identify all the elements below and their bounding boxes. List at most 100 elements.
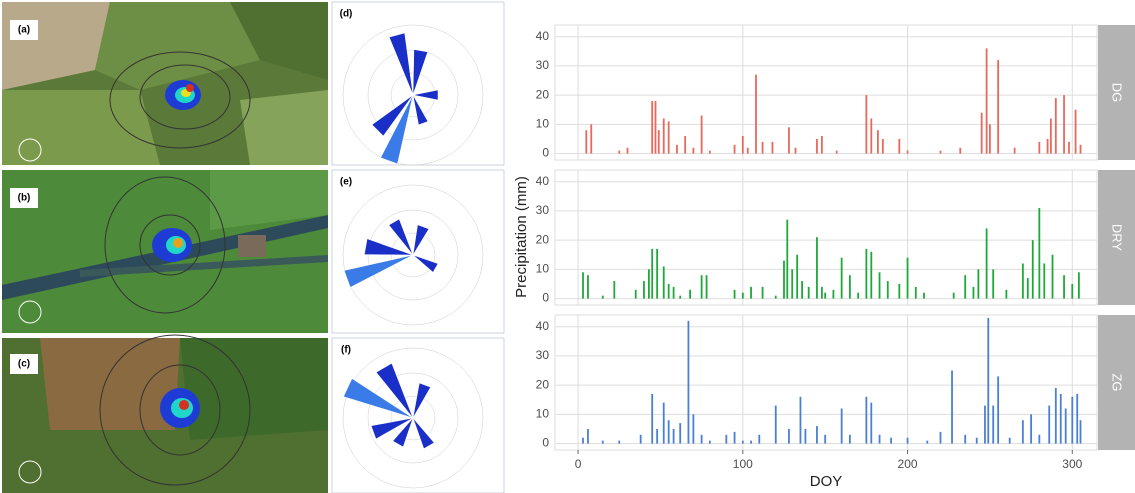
bar xyxy=(700,115,703,154)
y-tick-label: 30 xyxy=(536,348,550,362)
bar xyxy=(992,269,995,299)
bar xyxy=(820,286,823,299)
bar xyxy=(783,260,785,299)
bar xyxy=(890,437,892,444)
bar xyxy=(952,292,955,299)
bar xyxy=(794,147,797,154)
bar xyxy=(985,228,988,299)
bar xyxy=(799,396,802,444)
bar xyxy=(651,100,654,154)
panel-label: (b) xyxy=(18,193,31,204)
y-tick-label: 30 xyxy=(536,203,550,217)
facet-strip xyxy=(1098,315,1135,450)
facet-label: ZG xyxy=(1110,373,1125,391)
bar xyxy=(975,437,978,444)
bar xyxy=(1071,283,1074,299)
bar xyxy=(1064,408,1067,444)
bar xyxy=(1008,437,1011,444)
y-tick-label: 10 xyxy=(536,407,550,421)
bar xyxy=(926,440,929,444)
y-tick-label: 20 xyxy=(536,232,550,246)
bar xyxy=(791,269,794,299)
facet-panel xyxy=(554,24,1098,161)
facet-panel xyxy=(554,169,1098,306)
bar xyxy=(667,121,670,154)
bar xyxy=(582,437,584,444)
bar xyxy=(878,272,881,299)
bar xyxy=(1063,275,1065,299)
bar xyxy=(708,150,711,154)
bar xyxy=(923,292,925,299)
bar xyxy=(1026,278,1029,299)
bar xyxy=(972,286,975,299)
bar xyxy=(667,420,670,444)
bar xyxy=(796,254,799,299)
bar xyxy=(939,150,942,154)
bar xyxy=(746,147,749,154)
bar xyxy=(618,150,621,154)
bar xyxy=(835,150,838,154)
bar xyxy=(651,248,654,299)
map-c xyxy=(2,334,328,493)
bar xyxy=(1071,396,1074,444)
bar xyxy=(733,289,736,299)
bar xyxy=(807,286,810,299)
panel-labels: (a) (b) (c) (d) (e) (f) xyxy=(10,9,352,374)
bar xyxy=(788,428,790,444)
bar xyxy=(980,112,983,154)
bar xyxy=(761,141,764,154)
bar xyxy=(1030,414,1033,444)
bar xyxy=(786,219,789,299)
bar xyxy=(964,275,967,299)
bar xyxy=(662,402,665,444)
bar xyxy=(914,286,917,299)
panel-label: (d) xyxy=(340,9,353,20)
bar xyxy=(750,440,752,444)
bar xyxy=(906,150,909,154)
bar xyxy=(816,138,818,154)
bar xyxy=(651,393,654,444)
y-tick-label: 40 xyxy=(536,174,550,188)
bar xyxy=(865,248,868,299)
bar xyxy=(878,434,881,444)
bar xyxy=(587,428,589,444)
bar xyxy=(1054,98,1057,154)
bar xyxy=(648,269,650,299)
bar xyxy=(857,292,860,299)
bar xyxy=(687,320,690,444)
bar xyxy=(601,295,604,299)
bar xyxy=(870,118,873,154)
wind-roses xyxy=(331,1,505,493)
y-tick-label: 10 xyxy=(536,117,550,131)
bar xyxy=(906,437,909,444)
bar xyxy=(1038,434,1041,444)
bar xyxy=(1049,118,1052,154)
bar xyxy=(676,144,678,154)
bar xyxy=(984,405,986,444)
x-tick-label: 0 xyxy=(575,457,582,471)
bar xyxy=(1021,263,1024,299)
bar xyxy=(733,144,736,154)
bar xyxy=(898,138,901,154)
bar xyxy=(1031,240,1034,299)
bar xyxy=(1038,141,1041,154)
bar xyxy=(848,275,851,299)
facet-panel xyxy=(554,314,1098,451)
bar xyxy=(755,74,757,154)
bar xyxy=(662,266,665,299)
bar xyxy=(881,138,884,154)
y-tick-label: 40 xyxy=(536,29,550,43)
bar xyxy=(741,440,744,444)
bar xyxy=(758,434,761,444)
bar xyxy=(865,95,868,154)
bar xyxy=(840,257,843,299)
bar xyxy=(1063,95,1065,154)
bar xyxy=(1005,289,1008,299)
bar xyxy=(987,317,990,444)
bar xyxy=(700,434,703,444)
bar xyxy=(700,275,703,299)
bar xyxy=(1068,141,1070,154)
bar xyxy=(985,48,988,154)
bar xyxy=(639,434,642,444)
